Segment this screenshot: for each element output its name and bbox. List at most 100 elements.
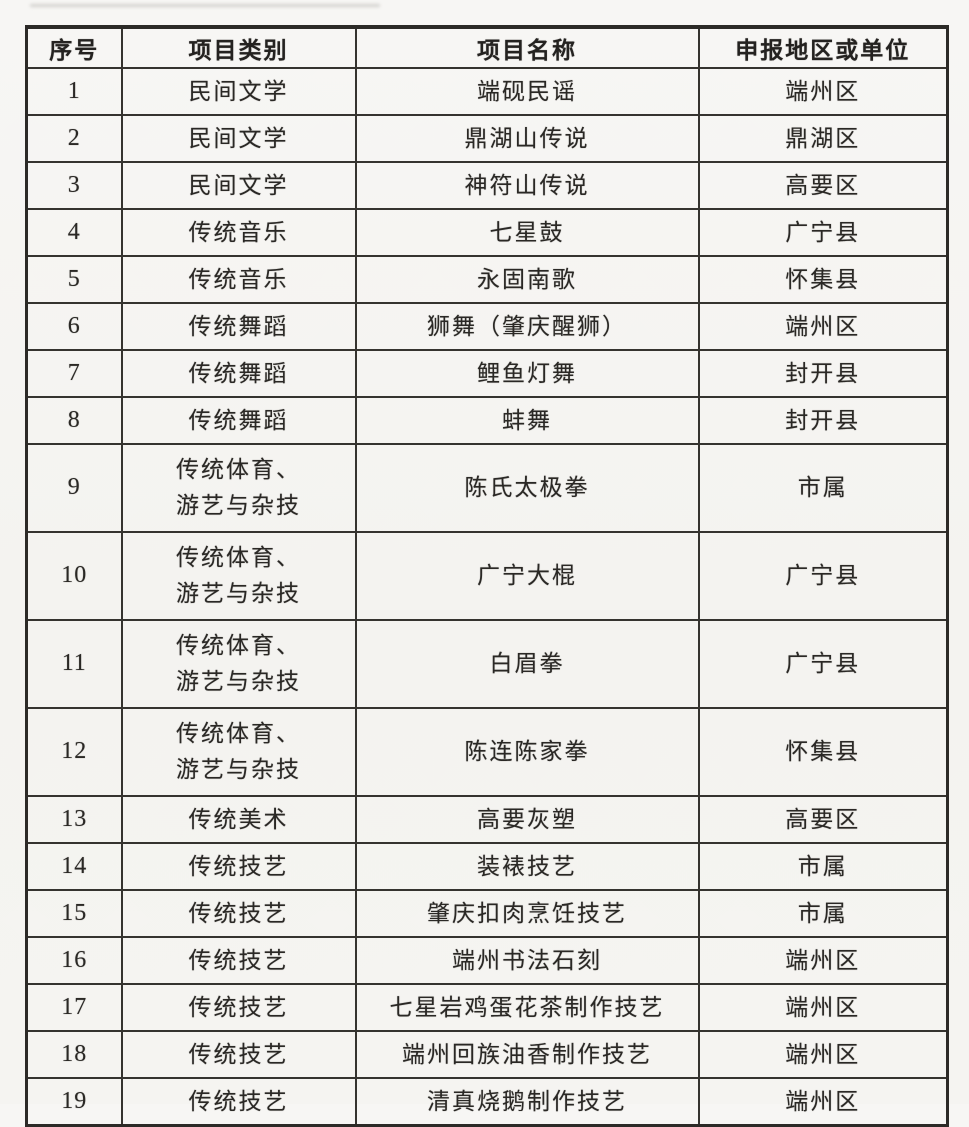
name-cell: 蚌舞 — [354, 396, 700, 445]
table-row: 7 传统舞蹈 鲤鱼灯舞 封开县 — [25, 349, 949, 398]
table-row: 13 传统美术 高要灰塑 高要区 — [25, 795, 949, 844]
region-cell: 端州区 — [697, 1030, 949, 1079]
no-cell: 15 — [25, 889, 123, 938]
no-cell: 19 — [25, 1077, 123, 1127]
no-cell: 5 — [25, 255, 123, 304]
region-cell: 封开县 — [697, 349, 949, 398]
no-cell: 8 — [25, 396, 123, 445]
region-cell: 怀集县 — [697, 707, 949, 797]
table-row: 3 民间文学 神符山传说 高要区 — [25, 161, 949, 210]
category-cell: 传统音乐 — [120, 208, 357, 257]
header-region: 申报地区或单位 — [697, 26, 949, 69]
category-cell: 传统音乐 — [120, 255, 357, 304]
name-cell: 鲤鱼灯舞 — [354, 349, 700, 398]
heritage-projects-table: 序号 项目类别 项目名称 申报地区或单位 1 民间文学 端砚民谣 端州区 2 民间文学 鼎湖… — [25, 25, 949, 1127]
region-cell: 端州区 — [697, 1077, 949, 1127]
no-cell: 9 — [25, 443, 123, 533]
name-cell: 肇庆扣肉烹饪技艺 — [354, 889, 700, 938]
table-row: 8 传统舞蹈 蚌舞 封开县 — [25, 396, 949, 445]
region-cell: 高要区 — [697, 161, 949, 210]
name-cell: 广宁大棍 — [354, 531, 700, 621]
name-cell: 七星岩鸡蛋花茶制作技艺 — [354, 983, 700, 1032]
region-cell: 广宁县 — [697, 208, 949, 257]
region-cell: 端州区 — [697, 67, 949, 116]
name-cell: 鼎湖山传说 — [354, 114, 700, 163]
header-no: 序号 — [25, 26, 123, 69]
region-cell: 市属 — [697, 443, 949, 533]
category-cell: 传统体育、 游艺与杂技 — [120, 707, 357, 797]
table-row: 9 传统体育、 游艺与杂技 陈氏太极拳 市属 — [25, 443, 949, 533]
category-cell: 传统舞蹈 — [120, 302, 357, 351]
no-cell: 13 — [25, 795, 123, 844]
region-cell: 高要区 — [697, 795, 949, 844]
name-cell: 陈氏太极拳 — [354, 443, 700, 533]
category-cell: 传统技艺 — [120, 889, 357, 938]
category-cell: 传统技艺 — [120, 1030, 357, 1079]
no-cell: 3 — [25, 161, 123, 210]
no-cell: 16 — [25, 936, 123, 985]
name-cell: 端州书法石刻 — [354, 936, 700, 985]
name-cell: 神符山传说 — [354, 161, 700, 210]
category-cell: 民间文学 — [120, 67, 357, 116]
table-row: 19 传统技艺 清真烧鹅制作技艺 端州区 — [25, 1077, 949, 1127]
category-cell: 传统体育、 游艺与杂技 — [120, 619, 357, 709]
header-category: 项目类别 — [120, 26, 357, 69]
no-cell: 11 — [25, 619, 123, 709]
no-cell: 18 — [25, 1030, 123, 1079]
region-cell: 端州区 — [697, 936, 949, 985]
region-cell: 广宁县 — [697, 531, 949, 621]
no-cell: 14 — [25, 842, 123, 891]
region-cell: 封开县 — [697, 396, 949, 445]
category-cell: 传统美术 — [120, 795, 357, 844]
no-cell: 6 — [25, 302, 123, 351]
name-cell: 高要灰塑 — [354, 795, 700, 844]
category-cell: 传统体育、 游艺与杂技 — [120, 443, 357, 533]
table-row: 16 传统技艺 端州书法石刻 端州区 — [25, 936, 949, 985]
category-cell: 传统技艺 — [120, 842, 357, 891]
region-cell: 广宁县 — [697, 619, 949, 709]
no-cell: 4 — [25, 208, 123, 257]
table-row: 12 传统体育、 游艺与杂技 陈连陈家拳 怀集县 — [25, 707, 949, 797]
table-header: 序号 项目类别 项目名称 申报地区或单位 — [25, 26, 949, 69]
table-row: 6 传统舞蹈 狮舞（肇庆醒狮） 端州区 — [25, 302, 949, 351]
region-cell: 端州区 — [697, 983, 949, 1032]
header-name: 项目名称 — [354, 26, 700, 69]
table-row: 4 传统音乐 七星鼓 广宁县 — [25, 208, 949, 257]
no-cell: 7 — [25, 349, 123, 398]
table-row: 17 传统技艺 七星岩鸡蛋花茶制作技艺 端州区 — [25, 983, 949, 1032]
name-cell: 白眉拳 — [354, 619, 700, 709]
no-cell: 12 — [25, 707, 123, 797]
region-cell: 鼎湖区 — [697, 114, 949, 163]
table-row: 1 民间文学 端砚民谣 端州区 — [25, 67, 949, 116]
header-row: 序号 项目类别 项目名称 申报地区或单位 — [25, 26, 949, 69]
table-row: 15 传统技艺 肇庆扣肉烹饪技艺 市属 — [25, 889, 949, 938]
no-cell: 1 — [25, 67, 123, 116]
category-cell: 传统技艺 — [120, 1077, 357, 1127]
region-cell: 怀集县 — [697, 255, 949, 304]
category-cell: 传统技艺 — [120, 983, 357, 1032]
category-cell: 传统体育、 游艺与杂技 — [120, 531, 357, 621]
name-cell: 端砚民谣 — [354, 67, 700, 116]
region-cell: 市属 — [697, 889, 949, 938]
table-row: 11 传统体育、 游艺与杂技 白眉拳 广宁县 — [25, 619, 949, 709]
table-row: 18 传统技艺 端州回族油香制作技艺 端州区 — [25, 1030, 949, 1079]
category-cell: 传统舞蹈 — [120, 349, 357, 398]
name-cell: 七星鼓 — [354, 208, 700, 257]
table-row: 5 传统音乐 永固南歌 怀集县 — [25, 255, 949, 304]
region-cell: 市属 — [697, 842, 949, 891]
table-row: 2 民间文学 鼎湖山传说 鼎湖区 — [25, 114, 949, 163]
name-cell: 陈连陈家拳 — [354, 707, 700, 797]
table-row: 10 传统体育、 游艺与杂技 广宁大棍 广宁县 — [25, 531, 949, 621]
category-cell: 民间文学 — [120, 114, 357, 163]
name-cell: 清真烧鹅制作技艺 — [354, 1077, 700, 1127]
name-cell: 狮舞（肇庆醒狮） — [354, 302, 700, 351]
table-body: 1 民间文学 端砚民谣 端州区 2 民间文学 鼎湖山传说 鼎湖区 3 民间文学 神符山传说 高要区 4 传… — [25, 67, 949, 1127]
no-cell: 17 — [25, 983, 123, 1032]
no-cell: 10 — [25, 531, 123, 621]
name-cell: 装裱技艺 — [354, 842, 700, 891]
category-cell: 传统技艺 — [120, 936, 357, 985]
category-cell: 民间文学 — [120, 161, 357, 210]
category-cell: 传统舞蹈 — [120, 396, 357, 445]
region-cell: 端州区 — [697, 302, 949, 351]
name-cell: 永固南歌 — [354, 255, 700, 304]
